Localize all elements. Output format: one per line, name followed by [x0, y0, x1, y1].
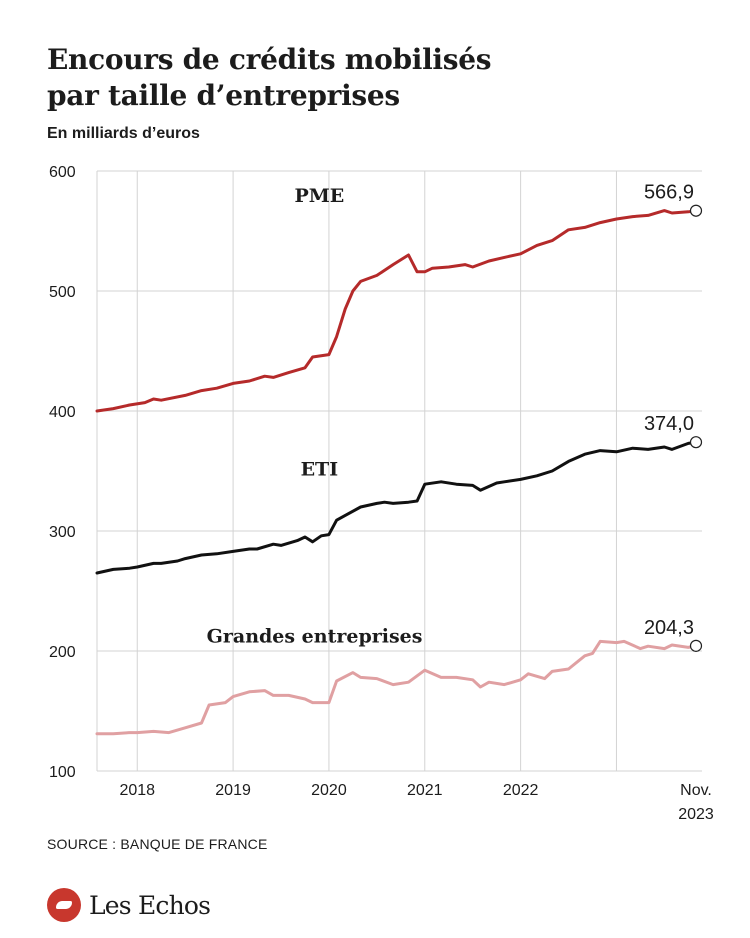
les-echos-logo-icon: [47, 888, 81, 922]
chart-title-line1: Encours de crédits mobilisés: [47, 43, 492, 76]
x-tick-label: 2019: [215, 782, 251, 799]
brand-name: Les Echos: [89, 890, 211, 920]
chart-title-line2: par taille d’entreprises: [47, 79, 400, 112]
x-tick-label: 2022: [503, 782, 539, 799]
series-end-marker: [689, 204, 703, 217]
y-tick-label: 600: [49, 164, 76, 181]
line-chart: 100 200 300 400 500 600 2018 2019 2020 2021 2022 No…: [49, 164, 714, 823]
x-tick-label: 2020: [311, 782, 347, 799]
chart-subtitle: En milliards d’euros: [47, 125, 200, 142]
series-end-marker: [689, 436, 703, 449]
y-tick-label: 200: [49, 644, 76, 661]
source-note: SOURCE : BANQUE DE FRANCE: [47, 836, 268, 852]
y-tick-label: 100: [49, 764, 76, 781]
y-tick-label: 500: [49, 284, 76, 301]
x-tick-label: 2023: [678, 806, 714, 823]
series-line: [95, 639, 698, 736]
x-tick-label: 2018: [119, 782, 155, 799]
series-line: [95, 209, 698, 413]
x-tick-label: Nov.: [680, 782, 712, 799]
y-tick-label: 400: [49, 404, 76, 421]
series-label: ETI: [301, 459, 339, 481]
y-tick-label: 300: [49, 524, 76, 541]
end-value-label: 374,0: [644, 413, 694, 435]
series-label: Grandes entreprises: [207, 625, 423, 647]
series-label: PME: [294, 185, 344, 207]
chart-title: Encours de crédits mobilisés par taille …: [47, 42, 492, 114]
end-value-label: 204,3: [644, 617, 694, 639]
x-tick-label: 2021: [407, 782, 443, 799]
brand-logo: Les Echos: [47, 888, 211, 922]
series-line: [95, 440, 698, 575]
series-end-marker: [689, 639, 703, 652]
end-value-label: 566,9: [644, 182, 694, 204]
